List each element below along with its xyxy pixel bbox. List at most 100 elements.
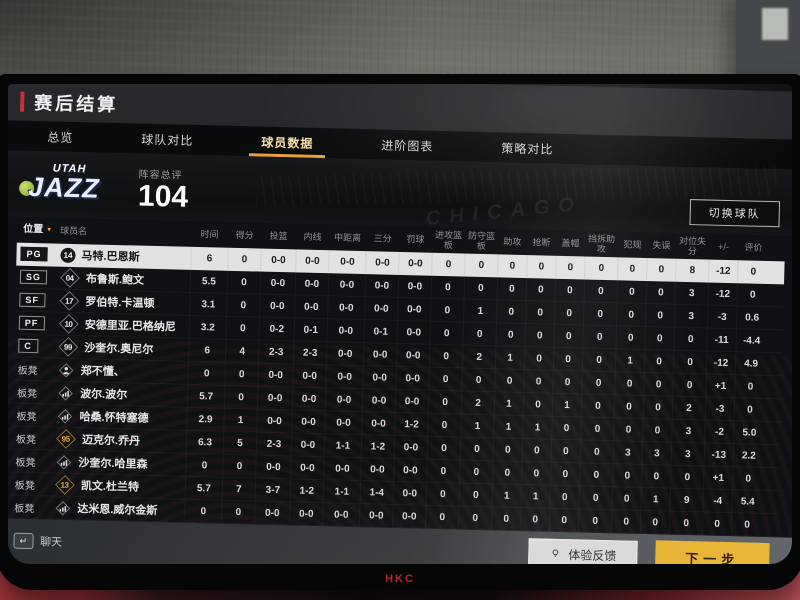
column-header-13: 盖帽 <box>556 236 585 251</box>
stat-cell: +1 <box>703 466 733 490</box>
stat-cell: 0-0 <box>260 248 296 272</box>
column-header-18: +/- <box>709 239 738 254</box>
column-header-0[interactable]: 位置 ▼ <box>17 222 59 239</box>
stat-cell: -12 <box>705 351 736 375</box>
chat-button[interactable]: ↵ 聊天 <box>13 532 62 550</box>
player-level-icon <box>58 385 73 401</box>
tab-0[interactable]: 总览 <box>47 129 74 145</box>
stat-cell: 1 <box>640 487 671 511</box>
stat-cell: 3 <box>612 441 643 464</box>
lightbulb-icon <box>552 549 559 557</box>
lineup-rating: 阵容总评 104 <box>138 165 189 213</box>
stat-cell: 0-0 <box>294 295 328 319</box>
stat-cell: 0-0 <box>255 455 291 479</box>
stat-cell: 0 <box>522 393 553 416</box>
column-header-label: 抢断 <box>532 237 551 248</box>
stat-cell: 0-0 <box>289 502 323 526</box>
stat-cell: 0 <box>492 438 523 462</box>
feedback-label: 体验反馈 <box>568 547 617 563</box>
player-name: 迈克尔.乔丹 <box>81 434 141 448</box>
stat-cell: 0-0 <box>259 271 296 295</box>
stat-cell: 0 <box>225 316 260 340</box>
position-filter-caret-icon: ▼ <box>46 226 53 234</box>
stat-cell: 0 <box>584 256 618 280</box>
stat-cell: 0-0 <box>290 456 324 480</box>
stat-cell: 5.0 <box>733 421 765 444</box>
stat-cell: 0 <box>427 390 462 414</box>
stat-cell: 0 <box>580 394 615 418</box>
stat-cell: 0 <box>523 370 553 393</box>
column-header-label: 助攻 <box>503 236 522 247</box>
stat-cell: 0 <box>615 326 645 349</box>
column-header-label: 评价 <box>744 242 763 253</box>
column-header-label: 时间 <box>200 228 219 240</box>
player-name: 罗伯特.卡温顿 <box>85 296 155 310</box>
stat-cell: 0 <box>223 385 258 409</box>
tab-3[interactable]: 进阶图表 <box>381 137 434 154</box>
stat-cell: 0 <box>583 279 618 303</box>
stat-cell: 0 <box>495 323 525 347</box>
position-badge: PG <box>20 246 48 262</box>
stat-cell: 0 <box>496 277 527 301</box>
stat-cell: 3.2 <box>188 315 227 339</box>
player-level-icon <box>56 454 72 470</box>
stat-cell: 8 <box>675 258 709 282</box>
table-row[interactable]: 板凳 沙奎尔.哈里森 0 0 0-0 0-0 0-0 0-0 0-0 0 0 0 0 0 0 0 0 0 +1 0 <box>11 449 780 492</box>
stat-cell: 0 <box>548 508 579 532</box>
stat-cell: 0 <box>492 461 522 485</box>
page-title: 赛后结算 <box>33 92 119 116</box>
tab-1[interactable]: 球队对比 <box>141 132 194 148</box>
player-person-icon <box>59 362 74 378</box>
stat-cell: 0 <box>462 322 496 346</box>
stat-cell: 0-0 <box>392 481 427 505</box>
column-header-label: 投篮 <box>269 230 288 242</box>
stat-cell: 0 <box>613 418 643 441</box>
stat-cell: 0 <box>490 507 521 530</box>
stat-cell: 0 <box>673 327 707 351</box>
stat-cell: -13 <box>703 443 734 467</box>
table-row[interactable]: 板凳 哈桑.怀特塞德 2.9 1 0-0 0-0 0-0 0-0 1-2 0 1 1 1 0 0 0 0 3 -2 5… <box>12 403 781 446</box>
stat-cell: 0 <box>426 436 461 460</box>
player-name: 哈桑.怀特塞德 <box>79 411 149 425</box>
column-header-19: 评价 <box>738 240 769 255</box>
table-row[interactable]: 板凳 达米恩.威尔金斯 0 0 0-0 0-0 0-0 0-0 0-0 0 0 0 0 0 0 0 0 0 0 0 <box>10 495 779 538</box>
table-row[interactable]: 板凳 波尔.波尔 5.7 0 0-0 0-0 0-0 0-0 0-0 0 2 1 0 1 0 0 0 2 -3 0 <box>12 380 782 423</box>
table-row[interactable]: 板凳 郑不懂、 0 0 0-0 0-0 0-0 0-0 0-0 0 0 0 0 0 0 0 0 0 +1 0 <box>13 357 782 400</box>
column-header-label: 防守篮板 <box>467 230 496 252</box>
stat-cell: 0 <box>643 372 673 396</box>
column-header-17: 对位失分 <box>676 233 710 258</box>
stat-cell: 0 <box>611 487 642 510</box>
tab-4[interactable]: 策略对比 <box>501 140 554 157</box>
stat-cell: -2 <box>704 420 734 444</box>
stat-cell: 0-1 <box>363 320 398 343</box>
stat-cell: 0 <box>578 486 613 510</box>
feedback-button[interactable]: 体验反馈 <box>527 537 638 564</box>
stat-cell: 0-0 <box>396 320 431 344</box>
stat-cell: 0 <box>730 513 763 536</box>
wall-light-patch <box>762 8 788 40</box>
stat-cell: 0 <box>639 510 670 534</box>
stat-cell: -4.4 <box>735 329 767 352</box>
player-name: 郑不懂、 <box>80 365 125 379</box>
stat-cell: 0 <box>672 373 706 397</box>
column-header-2: 时间 <box>191 227 228 242</box>
stat-cell: -12 <box>708 259 738 283</box>
stat-cell: 0-0 <box>294 272 329 296</box>
column-header-label: 对位失分 <box>678 235 707 257</box>
player-name: 安德里亚.巴格纳尼 <box>84 319 177 334</box>
stat-cell: 3 <box>671 419 705 443</box>
stat-cell: 1 <box>223 408 257 432</box>
player-level-icon <box>55 500 71 516</box>
stat-cell: 0 <box>426 459 460 483</box>
column-header-14: 挡拆助攻 <box>585 231 619 256</box>
next-step-button[interactable]: 下一步 <box>654 539 770 564</box>
stat-cell: 0 <box>733 398 766 421</box>
tab-2[interactable]: 球员数据 <box>255 126 320 158</box>
stat-cell: 0-1 <box>293 318 328 342</box>
stat-cell: 0-0 <box>257 363 293 387</box>
screen: 赛后结算 总览 球队对比 球员数据 进阶图表 策略对比 CHICAGO UTAH JAZ… <box>8 84 792 564</box>
column-header-9: 进攻篮板 <box>432 227 466 252</box>
stat-cell: 0 <box>494 369 524 393</box>
stat-cell: 0-0 <box>359 504 393 527</box>
switch-team-button[interactable]: 切换球队 <box>689 199 781 228</box>
